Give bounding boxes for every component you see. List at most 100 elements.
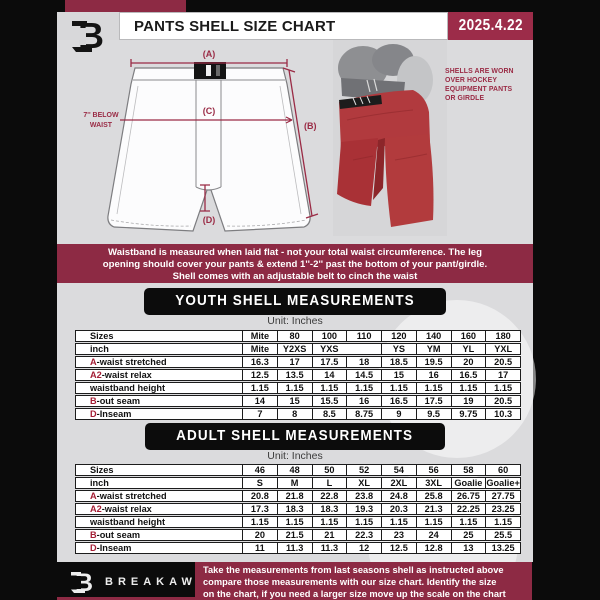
table-row: A2-waist relax 12.5 13.5 14 14.5 15 16 16.5 17 <box>75 369 521 381</box>
footer-note-line: compare those measurements with our size… <box>203 577 497 587</box>
table-cell: YXS <box>311 344 347 354</box>
row-label: B-out seam <box>90 530 141 540</box>
measure-line-d <box>200 184 210 212</box>
row-label: A2-waist relax <box>90 504 152 514</box>
row-label-accent: D <box>90 543 97 553</box>
table-row: waistband height 1.15 1.15 1.15 1.15 1.15 1.15… <box>75 516 521 528</box>
row-label-accent: A2 <box>90 370 102 380</box>
table-cell: 23 <box>381 530 416 540</box>
table-cell: 21.8 <box>276 491 312 501</box>
table-cell: 1.15 <box>311 383 347 393</box>
table-cell: 20.5 <box>485 357 520 367</box>
top-accent-bar <box>65 0 186 12</box>
adult-title-pill: ADULT SHELL MEASUREMENTS <box>145 423 445 450</box>
banner-line: opening should cover your pants & extend… <box>102 259 488 270</box>
table-cell: 80 <box>276 331 312 341</box>
table-cell: 10.3 <box>485 409 520 419</box>
table-row: waistband height 1.15 1.15 1.15 1.15 1.15 1.15… <box>75 382 521 394</box>
table-cell: 20.8 <box>242 491 277 501</box>
table-cell: Y2XS <box>276 344 312 354</box>
table-cell: 14 <box>311 370 347 380</box>
shorts-measurement-diagram: (A) (C) (B) (D) 7'' BELOW WAIST <box>83 49 319 232</box>
table-cell: 1.15 <box>485 517 520 527</box>
svg-text:B: B <box>75 569 93 596</box>
table-cell: 21 <box>311 530 347 540</box>
table-cell: 19 <box>450 396 486 406</box>
table-cell: 160 <box>450 331 486 341</box>
table-cell: 13.5 <box>276 370 312 380</box>
youth-title-text: YOUTH SHELL MEASUREMENTS <box>175 292 415 309</box>
table-cell: Mite <box>242 331 277 341</box>
row-label: Sizes <box>90 331 114 341</box>
table-cell: 100 <box>311 331 347 341</box>
table-cell: 24.8 <box>381 491 416 501</box>
table-cell: 2XL <box>381 478 416 488</box>
table-cell: 1.15 <box>242 383 277 393</box>
table-cell: 21.3 <box>415 504 451 514</box>
adult-title-text: ADULT SHELL MEASUREMENTS <box>176 427 414 444</box>
table-cell: 24 <box>415 530 451 540</box>
table-cell: 46 <box>242 465 277 475</box>
table-cell: 11.3 <box>276 543 312 553</box>
table-cell: 17 <box>276 357 312 367</box>
table-row: inch Mite Y2XS YXS YS YM YL YXL <box>75 343 521 355</box>
table-cell: 25.5 <box>485 530 520 540</box>
table-cell: 20 <box>242 530 277 540</box>
table-cell: 20.5 <box>485 396 520 406</box>
table-row: A-waist stretched 16.3 17 17.5 18 18.5 19.5 20 2… <box>75 356 521 368</box>
table-cell: 1.15 <box>381 383 416 393</box>
table-cell: YL <box>450 344 486 354</box>
table-cell: 18.3 <box>276 504 312 514</box>
table-cell: 18.5 <box>381 357 416 367</box>
header: B PANTS SHELL SIZE CHART 2025.4.22 <box>57 12 533 55</box>
table-cell: 1.15 <box>415 517 451 527</box>
row-label: D-Inseam <box>90 543 132 553</box>
row-label: A-waist stretched <box>90 491 167 501</box>
table-cell: 20 <box>450 357 486 367</box>
table-cell: 17.5 <box>415 396 451 406</box>
banner-line: Waistband is measured when laid flat - n… <box>108 247 482 258</box>
youth-unit-label: Unit: Inches <box>267 315 323 327</box>
table-cell: 56 <box>415 465 451 475</box>
table-cell: 16.5 <box>381 396 416 406</box>
table-cell: 58 <box>450 465 486 475</box>
page-title: PANTS SHELL SIZE CHART <box>119 12 448 40</box>
brand-logo: B <box>57 12 119 55</box>
table-cell: 15 <box>381 370 416 380</box>
table-cell: 8 <box>276 409 312 419</box>
table-cell: 60 <box>485 465 520 475</box>
table-cell: 22.8 <box>311 491 347 501</box>
youth-title-pill: YOUTH SHELL MEASUREMENTS <box>143 288 447 315</box>
table-cell: 1.15 <box>346 383 381 393</box>
table-cell: 1.15 <box>450 517 486 527</box>
table-row: A2-waist relax 17.3 18.3 18.3 19.3 20.3 21.3 22… <box>75 503 521 515</box>
table-cell: 12.8 <box>415 543 451 553</box>
table-cell: 1.15 <box>276 383 312 393</box>
shell-product-photo <box>333 40 447 236</box>
table-cell: 110 <box>346 331 381 341</box>
table-cell: 1.15 <box>450 383 486 393</box>
table-cell: 12 <box>346 543 381 553</box>
table-row: B-out seam 20 21.5 21 22.3 23 24 25 25.5 <box>75 529 521 541</box>
table-cell: 52 <box>346 465 381 475</box>
table-cell: 16.5 <box>450 370 486 380</box>
table-cell: 20.3 <box>381 504 416 514</box>
measure-line-c <box>120 116 293 124</box>
table-cell: 23.25 <box>485 504 520 514</box>
banner-line: Shell comes with an adjustable belt to c… <box>172 271 418 282</box>
date-text: 2025.4.22 <box>458 17 523 34</box>
row-label-accent: B <box>90 396 97 406</box>
table-cell: 50 <box>311 465 347 475</box>
row-label: B-out seam <box>90 396 141 406</box>
row-label-accent: A2 <box>90 504 102 514</box>
table-cell: YM <box>415 344 451 354</box>
measurement-instructions-banner: Waistband is measured when laid flat - n… <box>57 244 533 283</box>
table-cell: 17 <box>485 370 520 380</box>
row-label-accent: B <box>90 530 97 540</box>
measure-line-b <box>282 67 319 219</box>
page-title-text: PANTS SHELL SIZE CHART <box>134 17 336 35</box>
table-cell: 120 <box>381 331 416 341</box>
table-cell: 16 <box>346 396 381 406</box>
table-cell: 8.5 <box>311 409 347 419</box>
table-cell: 12.5 <box>381 543 416 553</box>
